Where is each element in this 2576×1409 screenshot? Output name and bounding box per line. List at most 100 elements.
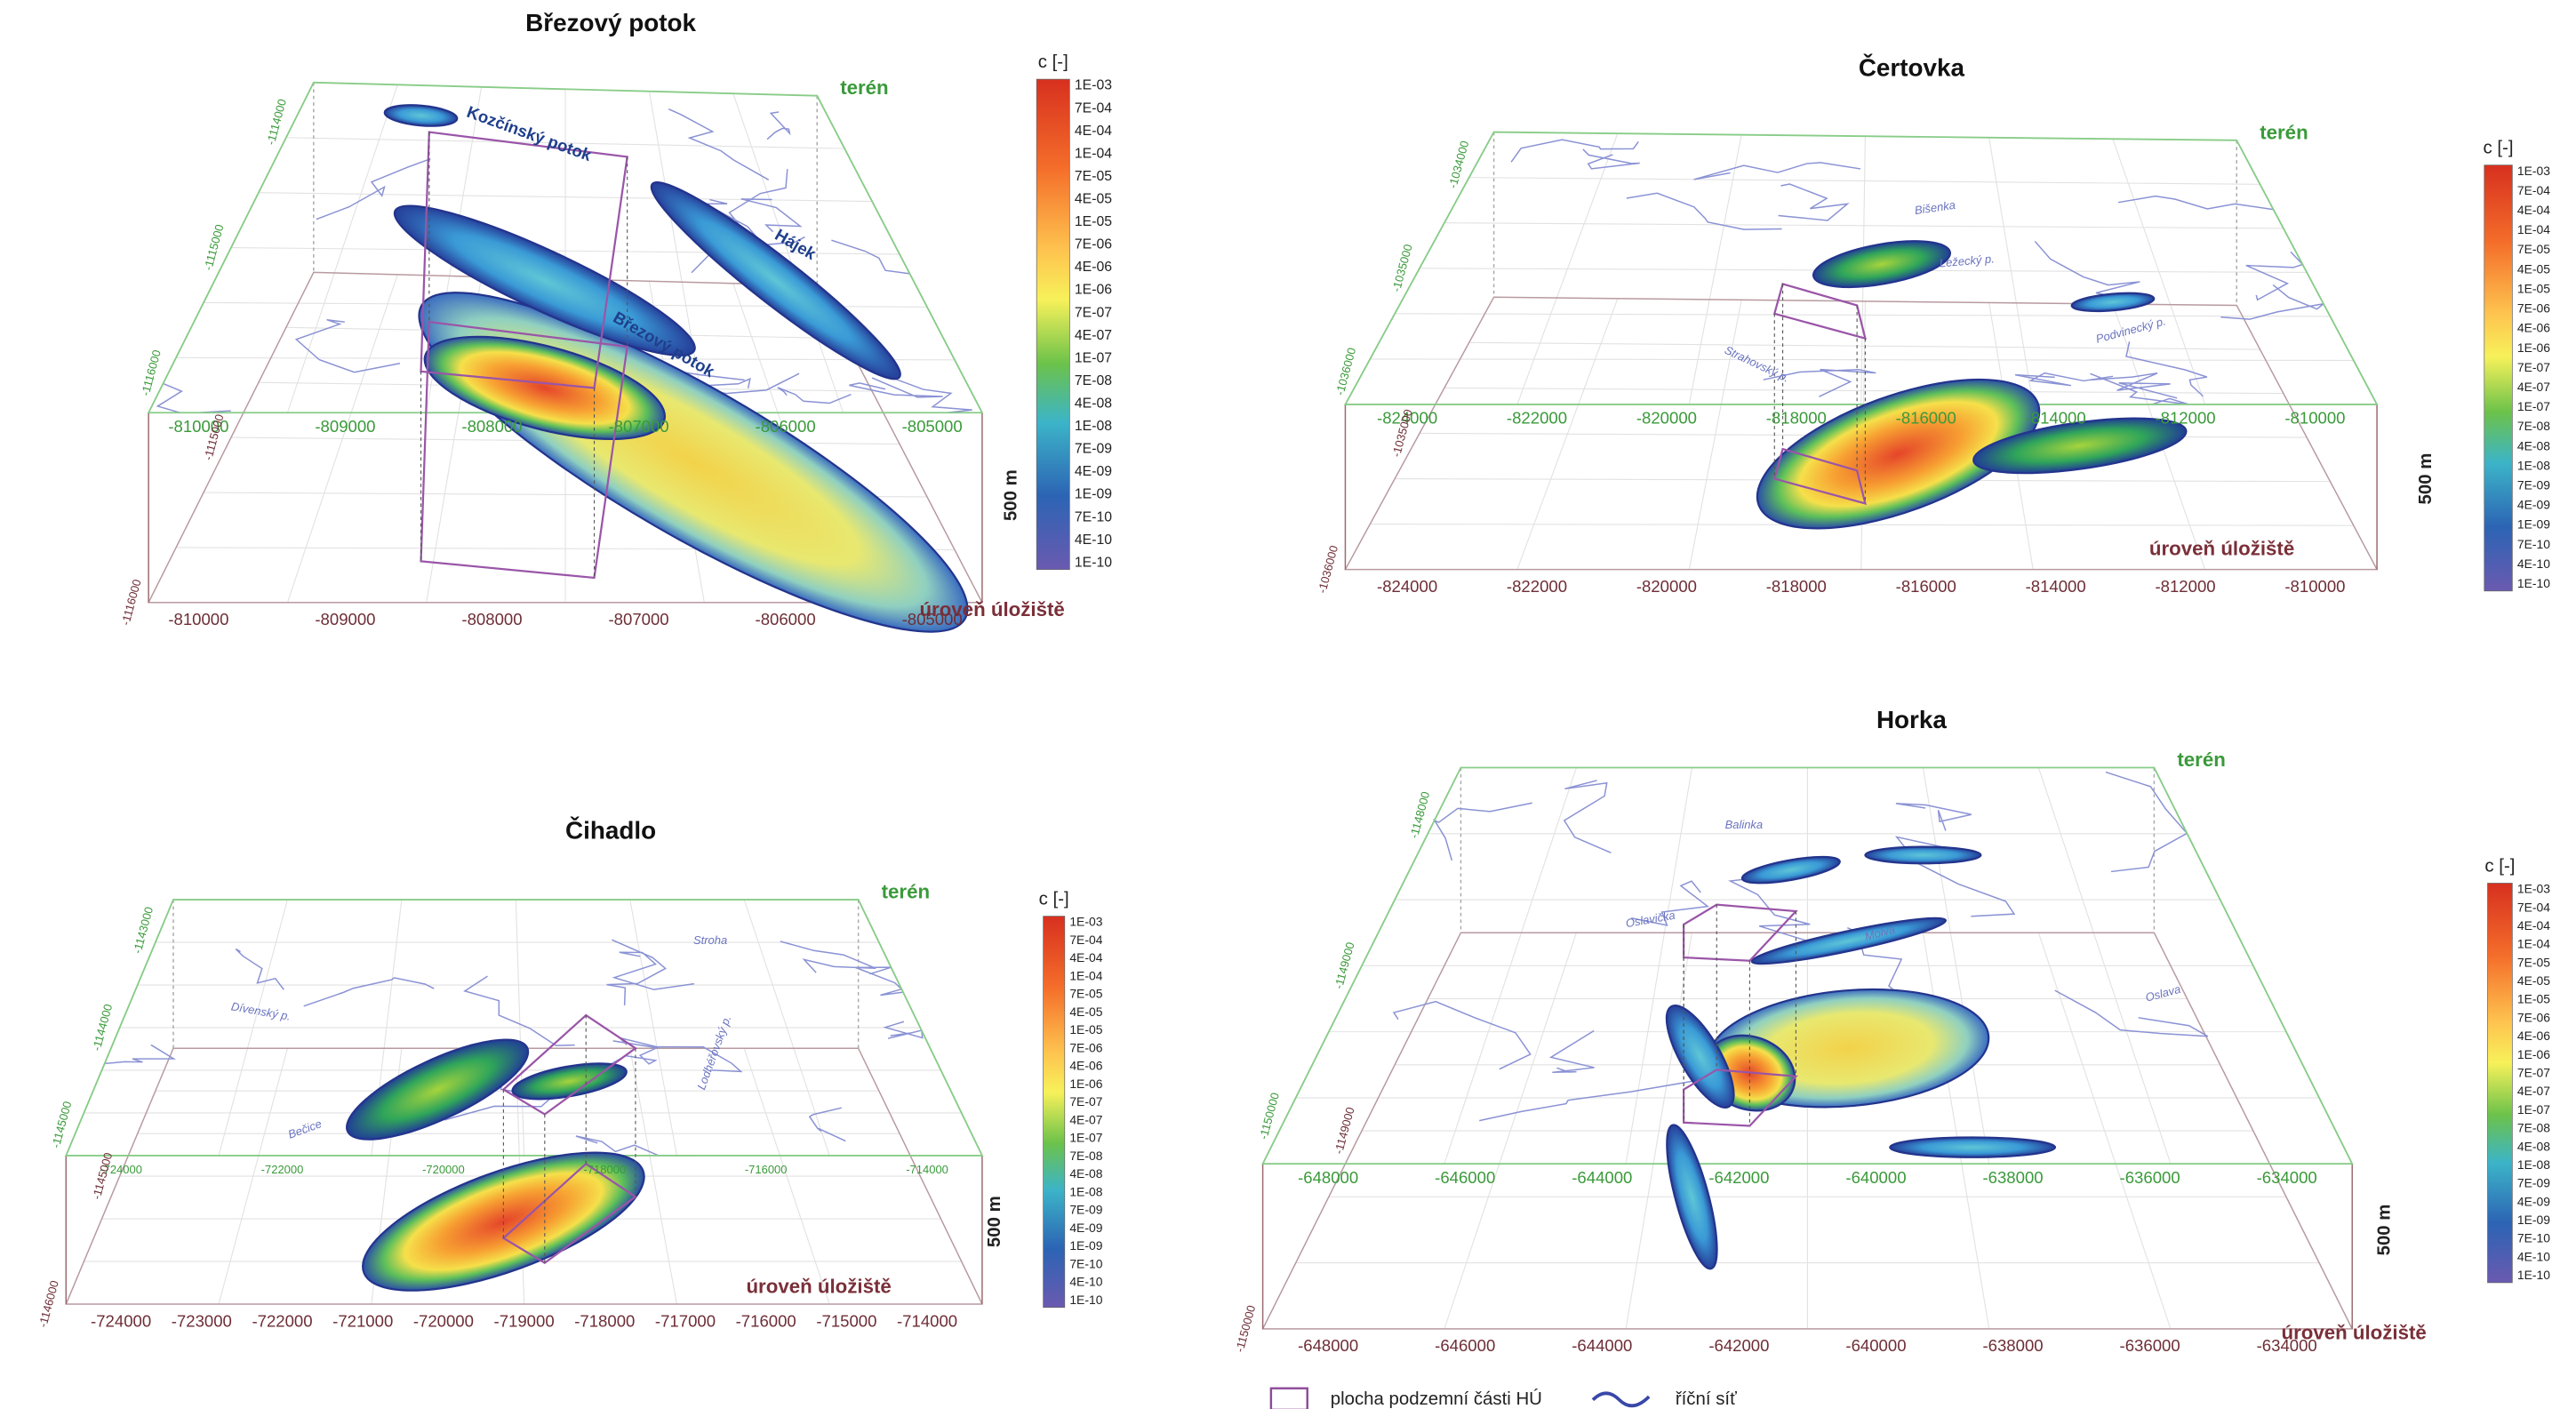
y-tick-top: -1035000 xyxy=(1389,243,1415,293)
x-tick-bottom: -820000 xyxy=(1636,577,1697,596)
river-name: Stroha xyxy=(693,933,727,947)
river xyxy=(856,967,903,995)
colorbar-label: 1E-10 xyxy=(1075,555,1112,570)
x-tick-bottom: -810000 xyxy=(168,610,228,628)
colorbar-label: 7E-09 xyxy=(2517,1176,2550,1190)
colorbar-label: 4E-07 xyxy=(2517,1084,2550,1098)
x-tick-bottom: -724000 xyxy=(91,1311,151,1330)
colorbar-label: 4E-10 xyxy=(2517,1249,2550,1263)
colorbar-label: 4E-10 xyxy=(2517,556,2550,571)
x-tick-top: -805000 xyxy=(902,417,963,436)
x-tick-top: -722000 xyxy=(261,1163,304,1176)
river xyxy=(767,112,789,140)
colorbar-label: 7E-06 xyxy=(1075,237,1112,252)
repository-area xyxy=(1774,284,1865,338)
x-tick-bottom: -822000 xyxy=(1507,577,1567,596)
river-name: Oslava xyxy=(2144,982,2182,1005)
x-tick-bottom: -723000 xyxy=(172,1311,232,1330)
x-tick-top: -636000 xyxy=(2120,1168,2180,1187)
colorbar-label: 1E-04 xyxy=(1069,968,1102,982)
colorbar-label: 7E-04 xyxy=(1075,100,1112,116)
colorbar-label: 7E-07 xyxy=(1075,305,1112,320)
panel: Březový potokterénúroveň úložiště500 mKo… xyxy=(118,9,1112,684)
river xyxy=(2035,241,2140,296)
colorbar-label: 4E-07 xyxy=(1069,1112,1102,1126)
colorbar-label: 1E-09 xyxy=(2517,517,2550,532)
x-tick-bottom: -648000 xyxy=(1298,1336,1358,1355)
figure: plocha podzemní části HÚ říční síť Březo… xyxy=(0,0,2576,1409)
y-tick-bottom: -1116000 xyxy=(118,578,143,627)
page: plocha podzemní části HÚ říční síť Březo… xyxy=(0,0,2576,1409)
scale-label: 500 m xyxy=(1002,469,1021,521)
x-tick-bottom: -642000 xyxy=(1708,1336,1769,1355)
plume-terrain xyxy=(384,102,458,128)
river xyxy=(1435,803,1532,861)
colorbar-label: 7E-05 xyxy=(1075,169,1112,184)
colorbar-label: 1E-06 xyxy=(2517,340,2550,355)
x-tick-top: -814000 xyxy=(2026,409,2086,428)
colorbar xyxy=(1044,917,1065,1308)
colorbar-label: 7E-04 xyxy=(2517,183,2550,197)
colorbar-label: 1E-08 xyxy=(2517,1157,2550,1172)
x-tick-top: -640000 xyxy=(1845,1168,1906,1187)
river xyxy=(849,378,942,397)
colorbar-label: 1E-04 xyxy=(2517,937,2550,951)
x-tick-bottom: -720000 xyxy=(413,1311,474,1330)
colorbar-label: 7E-06 xyxy=(2517,1010,2550,1024)
y-tick-top: -1143000 xyxy=(131,905,156,955)
x-tick-bottom: -816000 xyxy=(1896,577,1956,596)
plume-terrain xyxy=(2071,291,2155,315)
colorbar-label: 1E-04 xyxy=(1075,146,1112,161)
plume-terrain xyxy=(1810,233,1953,296)
colorbar-label: 1E-03 xyxy=(1069,915,1102,929)
colorbar-label: 7E-06 xyxy=(1069,1040,1102,1054)
panel-title: Čihadlo xyxy=(565,816,656,844)
colorbar-title: c [-] xyxy=(2484,139,2514,158)
x-tick-bottom: -809000 xyxy=(315,610,375,628)
x-tick-top: -812000 xyxy=(2155,409,2215,428)
colorbar-label: 7E-05 xyxy=(2517,955,2550,969)
colorbar xyxy=(2484,165,2513,591)
river xyxy=(1564,781,1612,853)
x-tick-top: -809000 xyxy=(315,417,375,436)
plume-terrain xyxy=(1740,852,1842,888)
repository-label: úroveň úložiště xyxy=(2149,537,2294,559)
x-tick-top: -808000 xyxy=(461,417,522,436)
river xyxy=(101,1045,174,1072)
x-tick-bottom: -721000 xyxy=(332,1311,393,1330)
x-tick-top: -646000 xyxy=(1435,1168,1495,1187)
colorbar-label: 7E-08 xyxy=(1075,373,1112,388)
colorbar-label: 7E-09 xyxy=(1075,442,1112,457)
colorbar-label: 4E-04 xyxy=(2517,918,2550,933)
colorbar-label: 1E-06 xyxy=(2517,1047,2550,1061)
river-name: Podvinecký p. xyxy=(2094,314,2167,345)
figure-content: plocha podzemní části HÚ říční síť Březo… xyxy=(36,9,2550,1409)
river-name: Lodhéřovský p. xyxy=(694,1013,733,1092)
river xyxy=(236,949,284,990)
x-tick-top: -718000 xyxy=(583,1163,626,1176)
colorbar-label: 4E-09 xyxy=(1069,1221,1102,1235)
x-tick-bottom: -812000 xyxy=(2155,577,2215,596)
x-tick-bottom: -714000 xyxy=(897,1311,957,1330)
colorbar-label: 1E-03 xyxy=(1075,78,1112,93)
colorbar-label: 7E-07 xyxy=(2517,1066,2550,1080)
colorbar-label: 1E-03 xyxy=(2517,164,2550,178)
x-tick-top: -638000 xyxy=(1982,1168,2043,1187)
river xyxy=(1779,184,1848,220)
river xyxy=(1694,163,1860,180)
plume-terrain xyxy=(335,1021,540,1158)
colorbar-label: 4E-08 xyxy=(1069,1166,1102,1181)
scale-label: 500 m xyxy=(985,1196,1004,1247)
river-name: Oslavička xyxy=(1625,909,1676,931)
legend-river-label: říční síť xyxy=(1676,1389,1737,1409)
colorbar-label: 4E-06 xyxy=(2517,321,2550,335)
x-tick-bottom: -719000 xyxy=(494,1311,555,1330)
x-tick-top: -716000 xyxy=(745,1163,788,1176)
repository-label: úroveň úložiště xyxy=(746,1275,891,1297)
x-tick-top: -642000 xyxy=(1708,1168,1769,1187)
x-tick-top: -720000 xyxy=(422,1163,465,1176)
river xyxy=(1896,804,1972,831)
colorbar-label: 4E-10 xyxy=(1069,1275,1102,1289)
x-tick-bottom: -807000 xyxy=(608,610,668,628)
colorbar-label: 4E-10 xyxy=(1075,532,1112,548)
